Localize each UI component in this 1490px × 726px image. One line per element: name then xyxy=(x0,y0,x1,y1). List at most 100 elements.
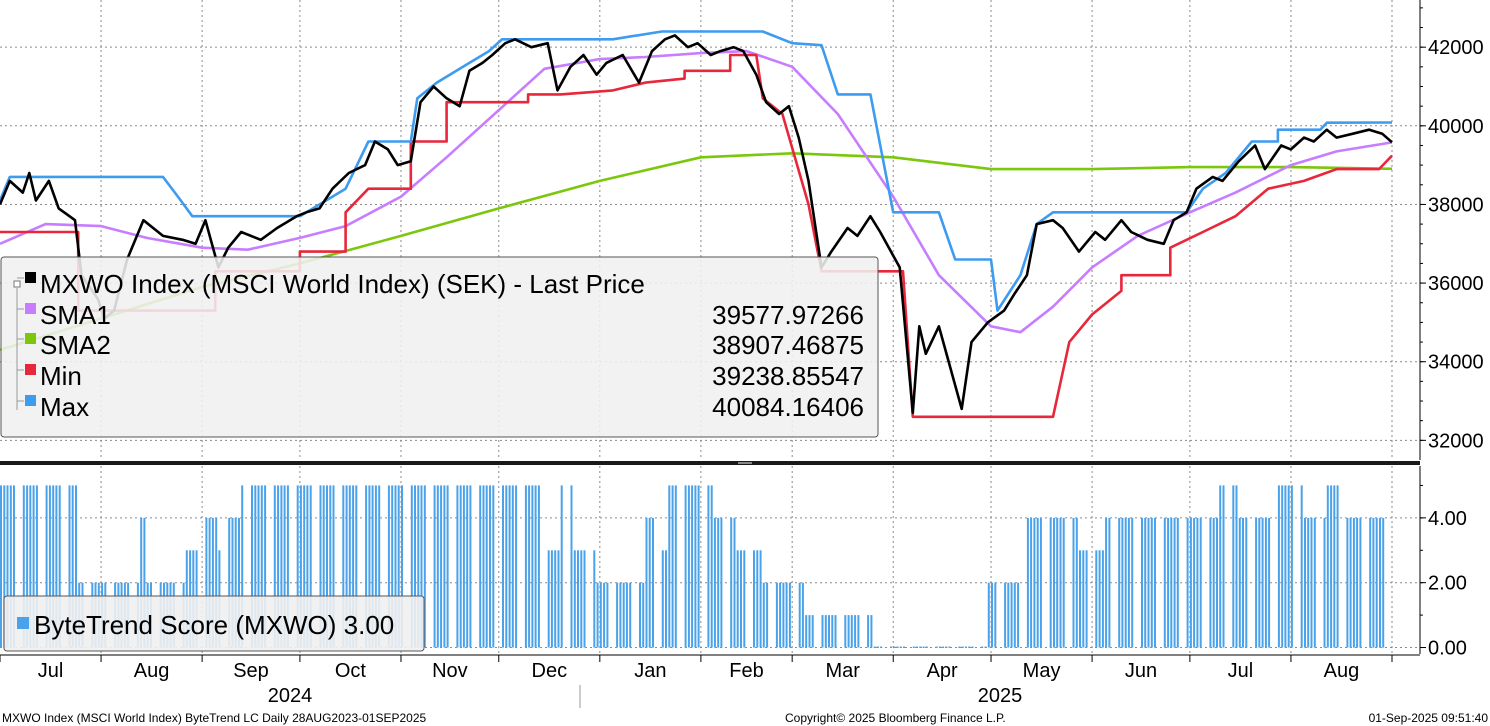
price-legend: MXWO Index (MSCI World Index) (SEK) - La… xyxy=(0,256,879,438)
score-bar xyxy=(6,485,9,648)
score-bar xyxy=(309,485,312,648)
score-bar xyxy=(619,582,622,648)
score-bar xyxy=(964,646,967,648)
score-bar xyxy=(306,485,309,648)
score-bar xyxy=(570,485,573,648)
score-bar xyxy=(1127,517,1130,648)
score-bar xyxy=(1242,517,1244,648)
score-bar xyxy=(1049,517,1052,648)
score-bar xyxy=(1056,517,1059,648)
score-bar xyxy=(211,517,214,648)
score-bar xyxy=(1039,517,1042,648)
score-bar xyxy=(890,646,892,648)
legend-swatch xyxy=(25,303,36,314)
score-bar xyxy=(352,485,355,648)
score-bar xyxy=(893,646,896,648)
score-bar xyxy=(55,485,58,648)
score-bar xyxy=(775,582,778,648)
score-bar xyxy=(394,485,397,648)
score-bar xyxy=(857,615,860,648)
score-bar xyxy=(912,646,915,648)
price-y-tick-label: 40000 xyxy=(1428,116,1484,138)
score-bar xyxy=(593,550,596,648)
score-bar xyxy=(1287,485,1290,648)
score-bar xyxy=(1307,517,1310,648)
score-bar xyxy=(942,646,945,648)
panel-divider[interactable] xyxy=(0,461,1420,465)
score-bar xyxy=(440,485,443,648)
footer-copyright: Copyright© 2025 Bloomberg Finance L.P. xyxy=(785,711,1006,725)
score-bar xyxy=(371,485,374,648)
score-bar xyxy=(1310,517,1313,648)
score-bar xyxy=(710,485,713,648)
score-bar xyxy=(1176,517,1179,648)
score-bar xyxy=(684,485,687,648)
score-bar xyxy=(401,485,403,648)
legend-collapse-icon[interactable] xyxy=(13,280,21,288)
score-bar xyxy=(1313,517,1316,648)
score-bar xyxy=(1079,550,1081,648)
score-bar xyxy=(916,646,918,648)
score-bar xyxy=(1007,582,1010,648)
score-bar xyxy=(899,646,902,648)
score-bar xyxy=(720,517,723,648)
score-bar xyxy=(1300,485,1303,648)
score-bar xyxy=(508,485,511,648)
x-tick-label: Nov xyxy=(432,660,468,682)
x-tick-label: Mar xyxy=(825,660,860,682)
score-bar xyxy=(68,485,71,648)
score-bar xyxy=(1098,550,1101,648)
score-bar xyxy=(1199,517,1202,648)
score-bar xyxy=(1163,517,1166,648)
score-bar xyxy=(753,550,755,648)
score-bar xyxy=(1095,550,1098,648)
score-bar xyxy=(1150,517,1153,648)
score-bar xyxy=(446,485,449,648)
score-bar xyxy=(991,582,993,648)
panel-divider-grip[interactable] xyxy=(738,462,752,464)
score-bar xyxy=(1222,485,1225,648)
legend-series-value: 39238.85547 xyxy=(712,361,864,391)
score-bar xyxy=(922,646,925,648)
score-bar xyxy=(1232,485,1235,648)
series-line-last-price xyxy=(0,34,1393,415)
score-bar xyxy=(808,615,811,648)
score-bar xyxy=(1105,517,1108,648)
legend-series-name: SMA1 xyxy=(40,300,111,330)
score-y-tick-label: 4.00 xyxy=(1428,508,1467,530)
score-legend-swatch xyxy=(17,617,29,629)
score-bar xyxy=(876,646,879,648)
score-bar xyxy=(515,485,518,648)
score-bar xyxy=(1108,517,1111,648)
score-bar xyxy=(987,582,990,648)
x-tick-label: Jan xyxy=(634,660,666,682)
score-bar xyxy=(743,550,746,648)
score-bar xyxy=(779,582,782,648)
score-bar xyxy=(342,485,345,648)
score-bar xyxy=(456,485,459,648)
score-bar xyxy=(466,485,469,648)
score-bar xyxy=(606,582,609,648)
score-bar xyxy=(1154,517,1156,648)
score-bar xyxy=(264,485,267,648)
score-bar xyxy=(873,646,876,648)
score-bar xyxy=(1352,517,1355,648)
score-bar xyxy=(482,485,485,648)
score-bar xyxy=(140,517,143,648)
score-bar xyxy=(583,550,586,648)
score-bar xyxy=(1255,517,1258,648)
score-bar xyxy=(801,582,804,648)
score-bar xyxy=(625,582,628,648)
score-bar xyxy=(462,485,465,648)
score-bar xyxy=(1382,517,1385,648)
score-bar xyxy=(844,615,847,648)
score-bar xyxy=(205,517,208,648)
score-bar xyxy=(668,485,671,648)
footer-timestamp: 01-Sep-2025 09:51:40 xyxy=(1369,711,1489,725)
score-bar xyxy=(958,646,961,648)
score-bar xyxy=(410,485,413,648)
score-bar xyxy=(443,485,446,648)
score-bar xyxy=(1359,517,1362,648)
score-bar xyxy=(391,485,394,648)
score-bar xyxy=(1212,517,1215,648)
